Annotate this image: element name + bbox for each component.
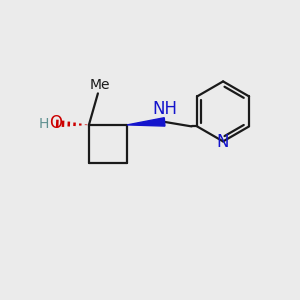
- Text: O: O: [50, 114, 62, 132]
- Text: NH: NH: [153, 100, 178, 118]
- Text: Me: Me: [89, 78, 110, 92]
- Text: H: H: [39, 117, 49, 131]
- Polygon shape: [127, 118, 165, 126]
- Text: N: N: [217, 133, 229, 151]
